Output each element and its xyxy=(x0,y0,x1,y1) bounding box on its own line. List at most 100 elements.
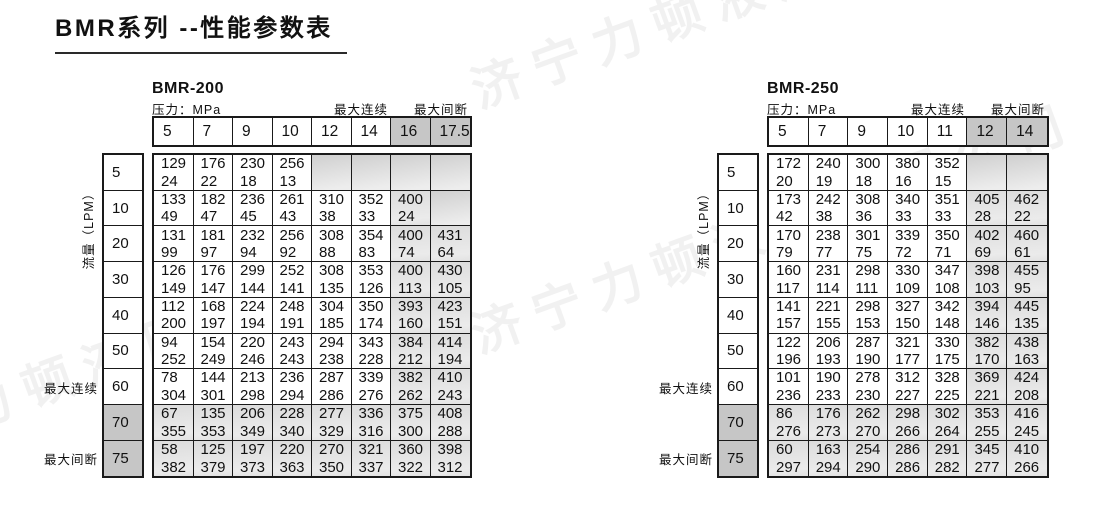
data-cell: 256 13 xyxy=(272,155,312,191)
pressure-header-cell: 12 xyxy=(967,118,1008,145)
cell-value-top: 232 xyxy=(240,226,266,244)
cell-value-bottom: 304 xyxy=(161,386,187,404)
cell-value-top: 352 xyxy=(358,190,384,208)
data-cell: 352 33 xyxy=(351,190,391,227)
data-cell: 375 300 xyxy=(391,405,431,441)
data-cell: 405 28 xyxy=(967,190,1008,227)
data-cell: 455 95 xyxy=(1007,262,1047,298)
data-cell: 173 42 xyxy=(769,190,809,227)
side-max-intermittent-label: 最大间断 xyxy=(658,453,713,467)
data-cell: 352 15 xyxy=(927,155,968,191)
data-cell: 243 243 xyxy=(272,333,312,370)
cell-value-bottom: 75 xyxy=(855,243,873,261)
flow-rate-cell: 75 xyxy=(104,440,142,477)
data-cell: 414 194 xyxy=(430,333,470,370)
pressure-header-cell: 17.5 xyxy=(430,118,470,145)
data-cell: 240 19 xyxy=(808,155,849,191)
cell-value-bottom: 18 xyxy=(855,172,873,190)
cell-value-bottom: 45 xyxy=(240,208,257,226)
cell-value-top: 327 xyxy=(895,298,921,316)
model-label: BMR-250 xyxy=(767,80,839,97)
data-cell: 300 18 xyxy=(848,155,889,191)
cell-value-bottom: 196 xyxy=(776,351,802,369)
cell-value-bottom: 286 xyxy=(895,459,921,477)
data-cell: 431 64 xyxy=(430,226,470,263)
data-cell: 330 175 xyxy=(927,333,968,370)
cell-value-top: 248 xyxy=(279,298,305,316)
cell-value-top: 277 xyxy=(319,405,345,423)
cell-value-bottom: 24 xyxy=(161,172,178,190)
cell-value-top: 299 xyxy=(240,262,266,280)
cell-value-top: 168 xyxy=(200,298,226,316)
cell-value-top: 354 xyxy=(358,226,384,244)
cell-value-top: 112 xyxy=(161,298,185,316)
flow-rate-cell: 50 xyxy=(104,334,142,370)
header-labels: 压力：MPa 最大连续 最大间断 xyxy=(767,99,1045,117)
cell-value-top: 125 xyxy=(200,441,226,459)
cell-value-top: 176 xyxy=(815,405,841,423)
cell-value-top: 382 xyxy=(974,333,1000,351)
data-cell: 445 135 xyxy=(1007,297,1047,334)
data-cell: 330 109 xyxy=(888,262,928,298)
cell-value-bottom: 33 xyxy=(934,208,952,226)
cell-value-bottom: 47 xyxy=(200,208,218,226)
data-cell: 350 71 xyxy=(927,226,968,263)
cell-value-top: 308 xyxy=(319,226,345,244)
side-max-continuous-label: 最大连续 xyxy=(43,382,98,396)
cell-value-bottom: 191 xyxy=(279,315,305,333)
cell-value-bottom: 155 xyxy=(815,315,841,333)
cell-value-top: 375 xyxy=(398,405,424,423)
cell-value-bottom: 245 xyxy=(1014,422,1040,440)
data-cell: 144 301 xyxy=(193,369,233,406)
cell-value-top: 321 xyxy=(358,441,384,459)
data-cell: 176 273 xyxy=(808,405,849,441)
data-cell: 125 379 xyxy=(193,440,233,477)
cell-value-bottom: 108 xyxy=(934,279,960,297)
cell-value-top: 172 xyxy=(776,155,802,173)
cell-value-top: 236 xyxy=(279,369,305,387)
cell-value-bottom: 301 xyxy=(200,386,226,404)
cell-value-top: 360 xyxy=(398,441,424,459)
cell-value-bottom: 97 xyxy=(200,243,218,261)
data-cell: 394 146 xyxy=(967,297,1008,334)
cell-value-top: 224 xyxy=(240,298,266,316)
data-cell: 380 16 xyxy=(888,155,928,191)
cell-value-top: 173 xyxy=(776,190,802,208)
data-cell: 224 194 xyxy=(233,297,273,334)
cell-value-top: 423 xyxy=(437,298,463,316)
cell-value-bottom: 38 xyxy=(319,208,336,226)
flow-rate-cell: 50 xyxy=(719,334,757,370)
cell-value-top: 58 xyxy=(161,441,178,459)
header-labels: 压力：MPa 最大连续 最大间断 xyxy=(152,99,468,117)
cell-value-bottom: 149 xyxy=(161,279,187,297)
table-bmr-250: BMR-250 压力：MPa 最大连续 最大间断 5 7 9 10 11 12 14 5 10… xyxy=(643,80,1100,500)
cell-value-top: 236 xyxy=(240,190,266,208)
data-cell: 135 353 xyxy=(193,405,233,441)
cell-value-top: 431 xyxy=(437,226,463,244)
cell-value-bottom: 94 xyxy=(240,243,257,261)
flow-rate-cell: 20 xyxy=(104,226,142,263)
cell-value-top: 294 xyxy=(319,333,345,351)
cell-value-bottom: 236 xyxy=(776,386,802,404)
cell-value-bottom: 92 xyxy=(279,243,297,261)
pressure-header-row: 5 7 9 10 11 12 14 xyxy=(767,116,1049,147)
data-cell: 236 294 xyxy=(272,369,312,406)
cell-value-bottom: 243 xyxy=(279,351,305,369)
data-cell: 182 47 xyxy=(193,190,233,227)
cell-value-top: 343 xyxy=(358,333,384,351)
data-cell: 176 147 xyxy=(193,262,233,298)
data-cell: 220 246 xyxy=(233,333,273,370)
cell-value-top: 206 xyxy=(240,405,266,423)
cell-value-top: 304 xyxy=(319,298,345,316)
data-cell: 262 270 xyxy=(848,405,889,441)
cell-value-bottom: 157 xyxy=(776,315,802,333)
cell-value-top: 122 xyxy=(776,333,802,351)
cell-value-bottom: 117 xyxy=(776,279,800,297)
cell-value-top: 328 xyxy=(934,369,960,387)
data-cell: 328 225 xyxy=(927,369,968,406)
data-cell: 347 108 xyxy=(927,262,968,298)
data-grid: 129 24 176 22 230 18 256 13 133 49 182 47 236 45 261 43… xyxy=(152,153,472,479)
data-cell: 270 350 xyxy=(312,440,352,477)
cell-value-top: 131 xyxy=(161,226,187,244)
cell-value-bottom: 160 xyxy=(398,315,424,333)
